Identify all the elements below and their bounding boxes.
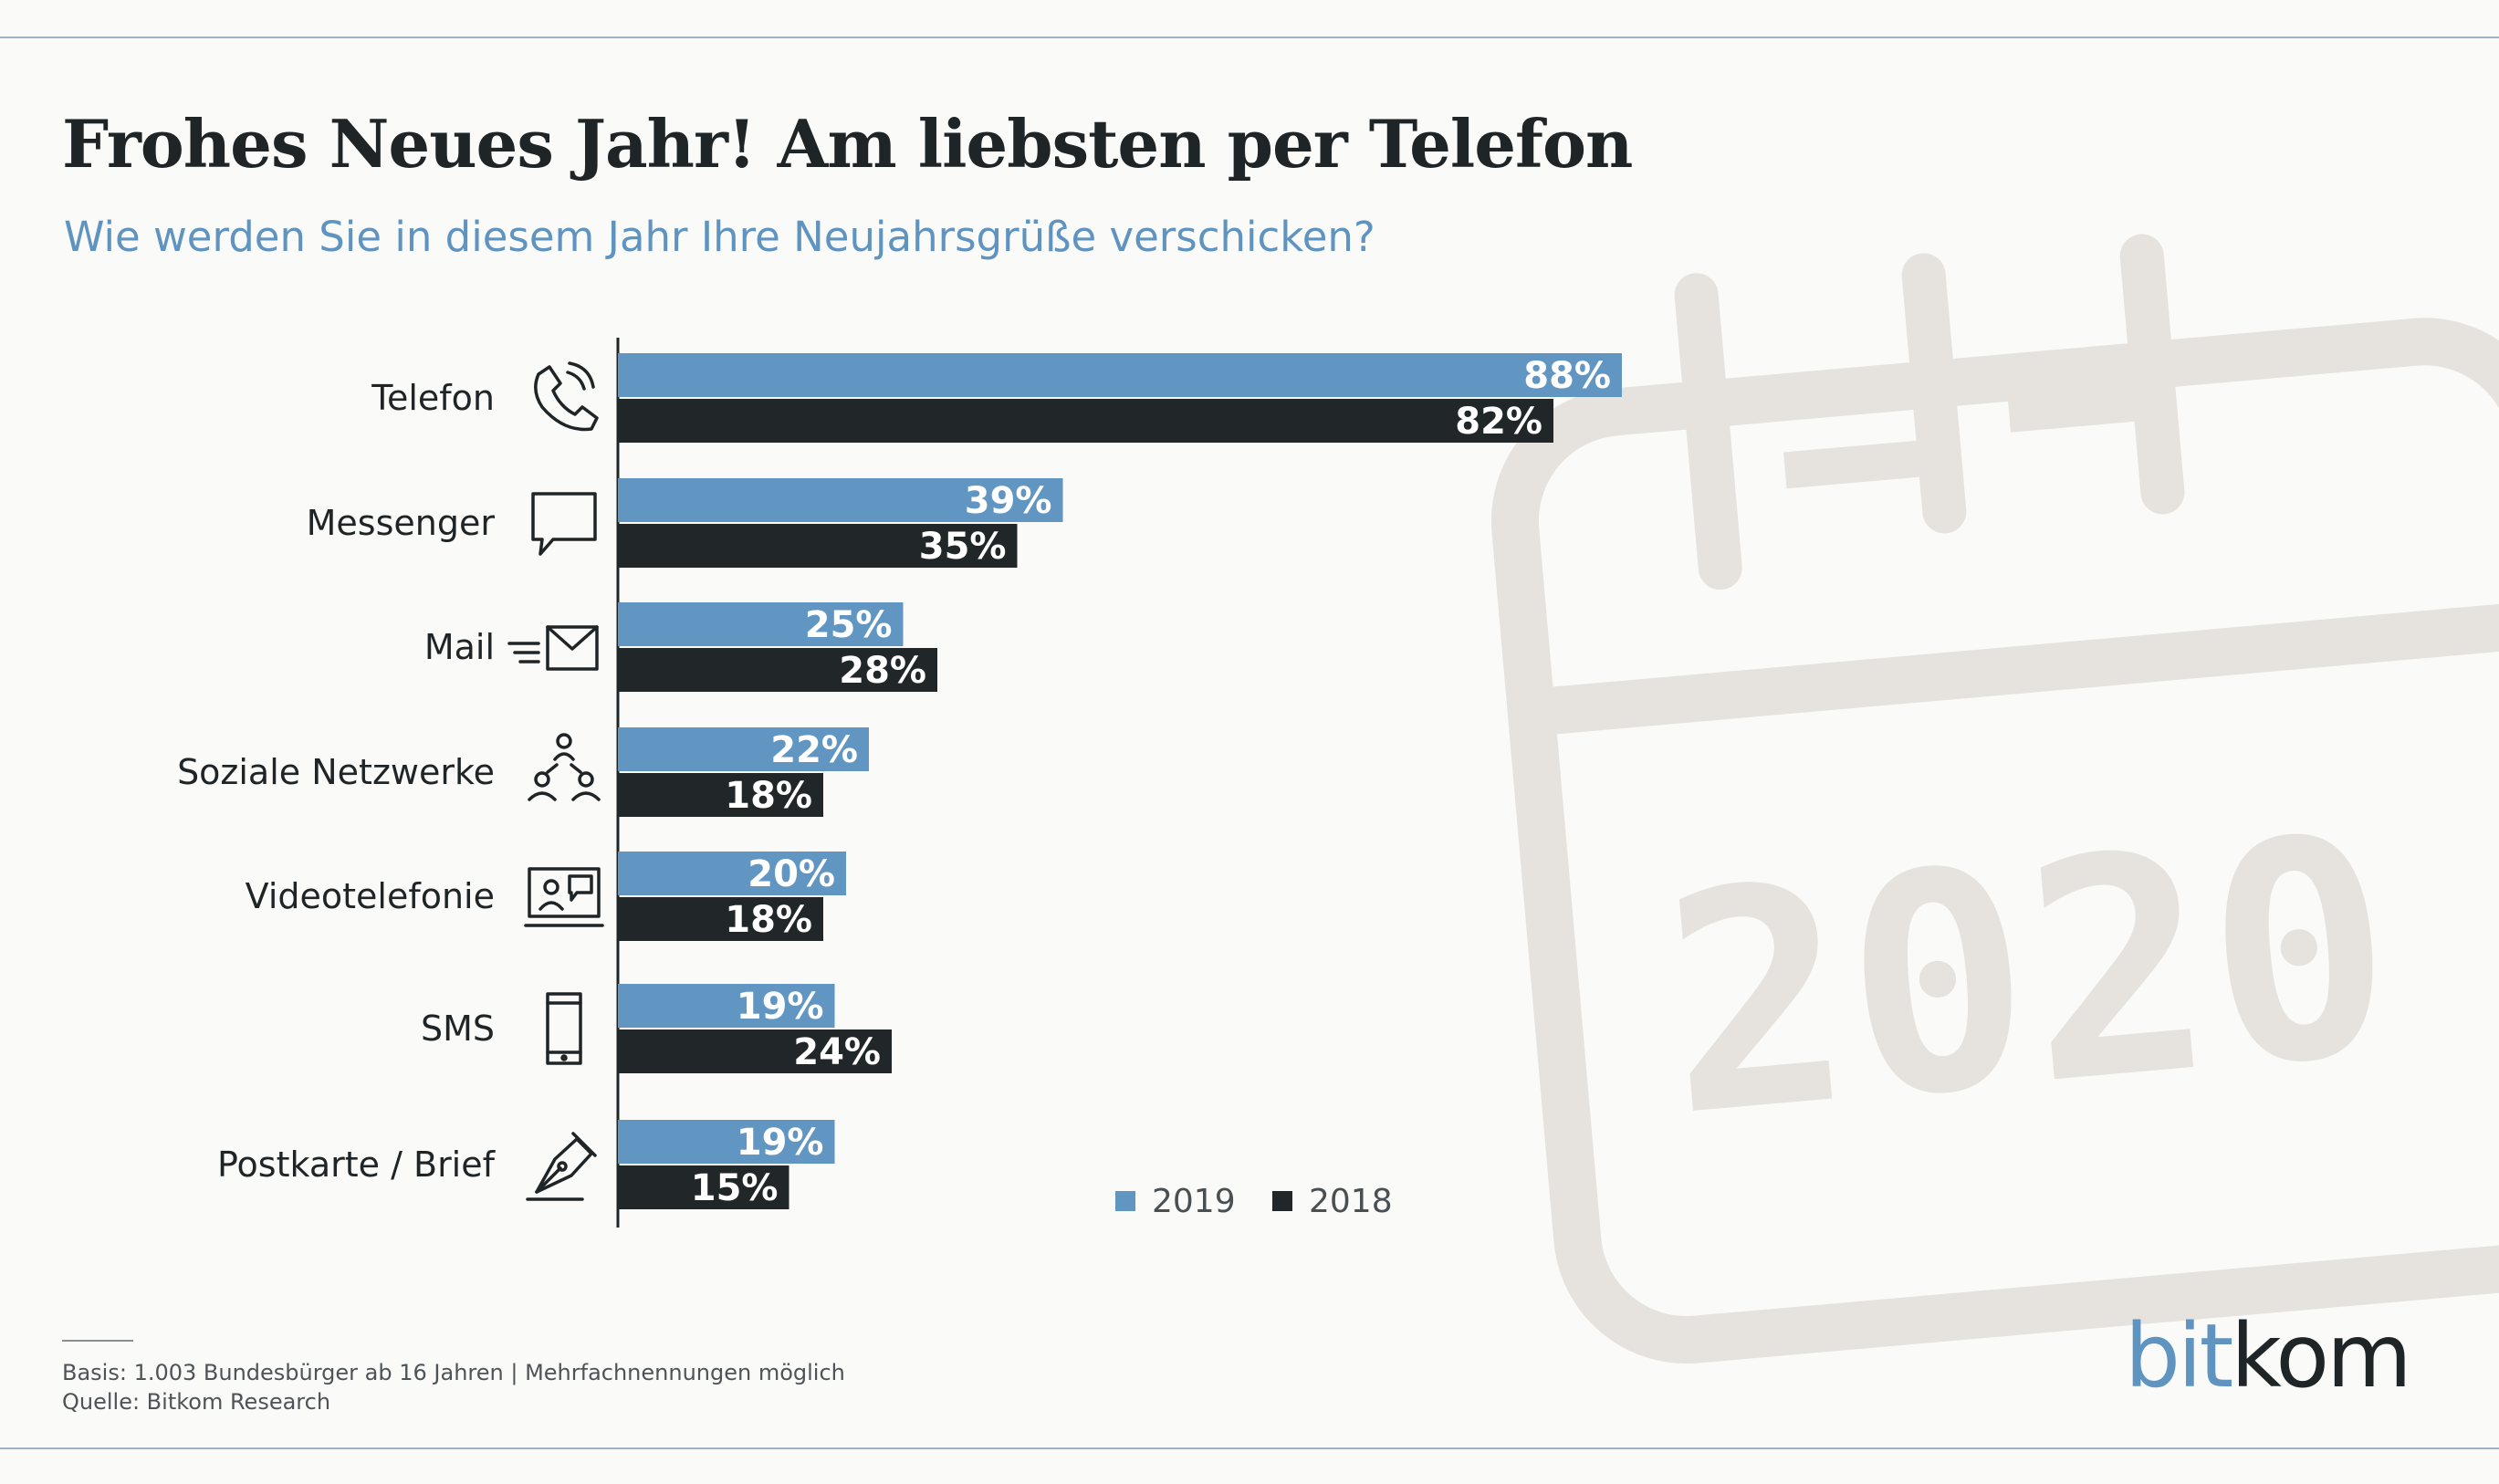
people-network-icon bbox=[528, 733, 601, 801]
top-rule bbox=[0, 37, 2499, 38]
bar-2019-0 bbox=[618, 353, 1622, 397]
category-label-4: Videotelefonie bbox=[246, 876, 495, 916]
bar-2018-1 bbox=[618, 524, 1018, 568]
phone-icon bbox=[534, 361, 599, 432]
footnote-source: Quelle: Bitkom Research bbox=[62, 1389, 331, 1415]
bar-2019-6 bbox=[618, 1120, 835, 1164]
legend-swatch-2019 bbox=[1115, 1191, 1135, 1211]
legend-swatch-2018 bbox=[1272, 1191, 1292, 1211]
value-label-2018-5: 24% bbox=[793, 1031, 881, 1073]
category-label-2: Mail bbox=[424, 627, 495, 667]
value-label-2018-0: 82% bbox=[1455, 401, 1542, 443]
bar-2018-3 bbox=[618, 773, 823, 817]
footnote-divider bbox=[62, 1340, 133, 1342]
bar-2018-2 bbox=[618, 648, 937, 692]
value-label-2018-2: 28% bbox=[839, 650, 926, 692]
value-label-2019-6: 19% bbox=[737, 1122, 824, 1164]
value-label-2019-4: 20% bbox=[748, 853, 835, 895]
bar-2018-4 bbox=[618, 897, 823, 941]
value-label-2019-0: 88% bbox=[1523, 355, 1611, 397]
category-label-6: Postkarte / Brief bbox=[217, 1144, 497, 1185]
smartphone-icon bbox=[546, 992, 582, 1065]
bitkom-logo: bitkom bbox=[2125, 1305, 2412, 1407]
value-label-2019-3: 22% bbox=[770, 729, 858, 771]
value-label-2018-4: 18% bbox=[725, 899, 812, 941]
value-label-2018-6: 15% bbox=[691, 1167, 779, 1209]
legend-label-2018: 2018 bbox=[1309, 1183, 1393, 1220]
footnote: Basis: 1.003 Bundesbürger ab 16 Jahren |… bbox=[62, 1340, 845, 1416]
bg-year-text: 2020 bbox=[1652, 770, 2405, 1183]
legend-label-2019: 2019 bbox=[1152, 1183, 1236, 1220]
bar-2019-2 bbox=[618, 602, 904, 646]
chart-title: Frohes Neues Jahr! Am liebsten per Telef… bbox=[62, 105, 1633, 183]
bottom-rule bbox=[0, 1447, 2499, 1449]
bar-2018-0 bbox=[618, 399, 1553, 443]
category-label-0: Telefon bbox=[371, 378, 495, 418]
bar-2018-6 bbox=[618, 1165, 789, 1209]
pen-nib-icon bbox=[526, 1132, 597, 1201]
category-label-1: Messenger bbox=[307, 503, 496, 543]
value-label-2018-1: 35% bbox=[919, 526, 1007, 568]
mail-icon bbox=[507, 625, 599, 671]
category-label-5: SMS bbox=[421, 1008, 495, 1049]
video-call-icon bbox=[524, 867, 604, 927]
bar-2019-3 bbox=[618, 727, 869, 771]
bar-2019-4 bbox=[618, 852, 846, 895]
footnote-basis: Basis: 1.003 Bundesbürger ab 16 Jahren |… bbox=[62, 1360, 845, 1385]
logo-part-1: bit bbox=[2125, 1305, 2233, 1407]
value-label-2019-2: 25% bbox=[805, 604, 893, 646]
value-label-2019-5: 19% bbox=[737, 986, 824, 1028]
bar-2019-5 bbox=[618, 984, 835, 1028]
bar-2018-5 bbox=[618, 1029, 892, 1073]
chat-bubble-icon bbox=[531, 492, 597, 556]
bar-2019-1 bbox=[618, 478, 1063, 522]
value-label-2018-3: 18% bbox=[725, 775, 812, 817]
category-label-3: Soziale Netzwerke bbox=[177, 752, 495, 792]
chart-subtitle: Wie werden Sie in diesem Jahr Ihre Neuja… bbox=[64, 213, 1375, 261]
calendar-icon: 2020 bbox=[1490, 234, 2499, 1364]
value-label-2019-1: 39% bbox=[965, 480, 1052, 522]
logo-part-2: kom bbox=[2231, 1305, 2411, 1407]
